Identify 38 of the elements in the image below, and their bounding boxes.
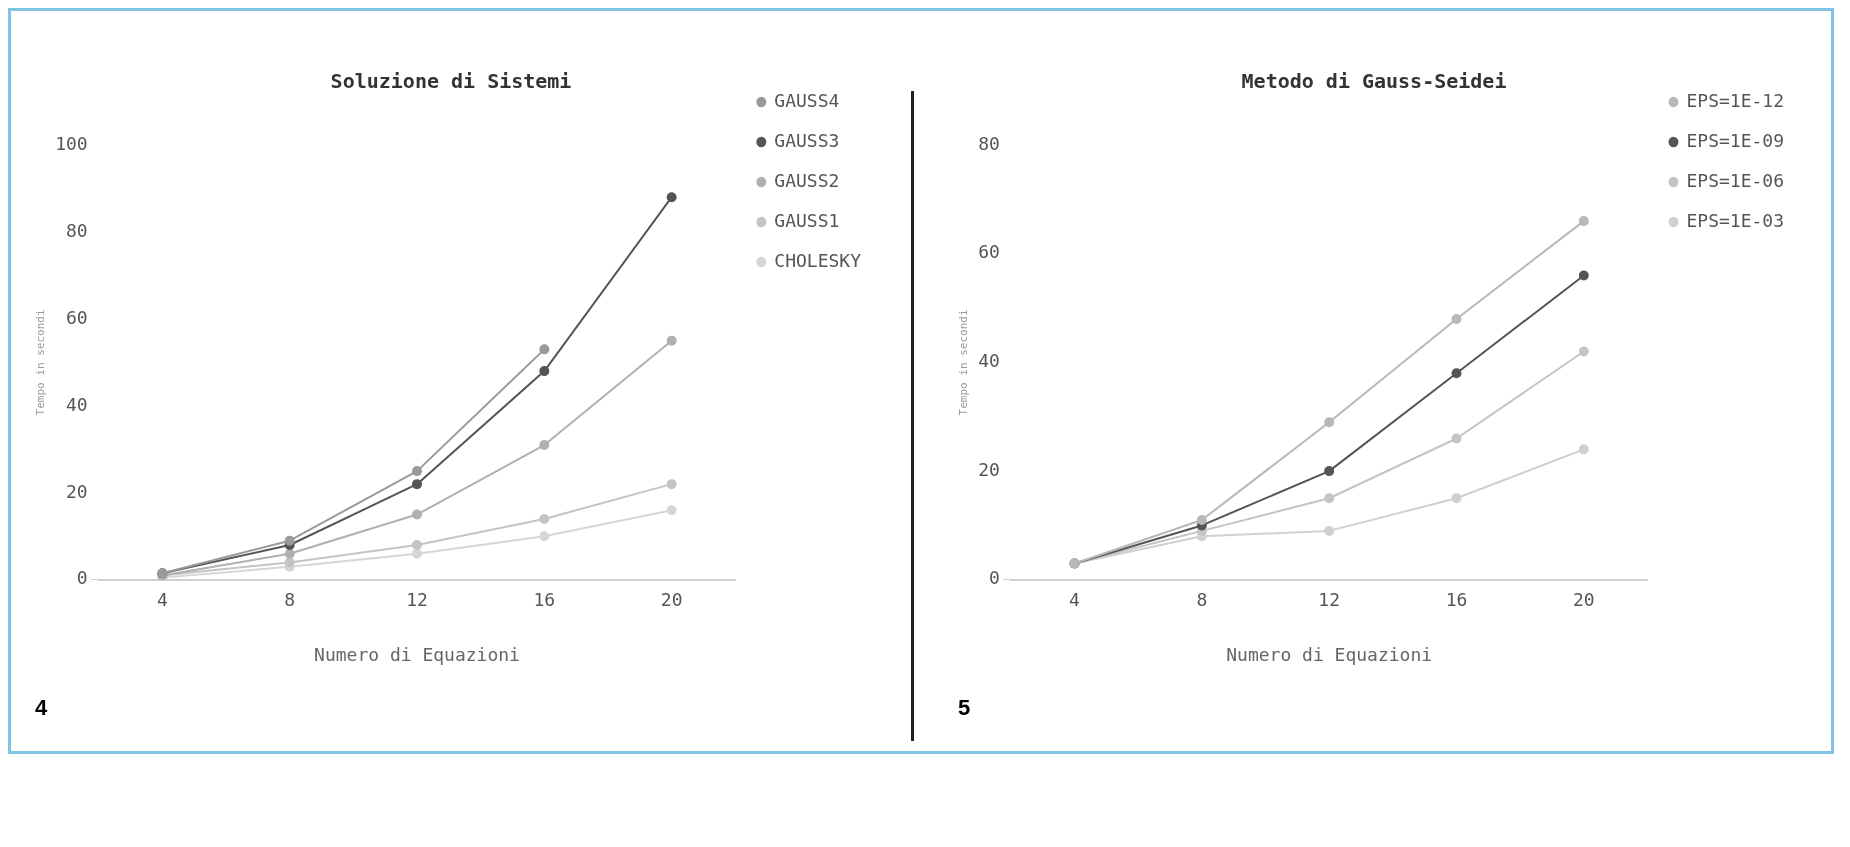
legend-label: EPS=1E-06 [1686, 169, 1785, 191]
x-tick-label: 20 [1572, 589, 1595, 611]
x-tick-label: 4 [1069, 589, 1080, 611]
y-tick-label: 40 [978, 350, 1000, 372]
x-tick-label: 16 [1445, 589, 1468, 611]
legend-label: EPS=1E-12 [1686, 89, 1785, 111]
text: 5 [958, 695, 971, 721]
y-tick-label: 20 [978, 458, 1000, 480]
text: 4 [35, 695, 48, 721]
y-tick-label: 40 [66, 393, 88, 415]
y-tick-label: 80 [978, 132, 1000, 154]
legend-label: CHOLESKY [774, 249, 862, 271]
y-tick-label: 60 [66, 306, 88, 328]
x-axis-title: Numero di Equazioni [314, 643, 520, 665]
x-tick-label: 16 [533, 589, 556, 611]
legend-label: EPS=1E-03 [1686, 209, 1785, 231]
legend-label: GAUSS1 [774, 209, 840, 231]
legend-label: GAUSS2 [774, 169, 840, 191]
y-tick-label: 0 [989, 567, 1000, 589]
y-tick-label: 0 [76, 567, 88, 589]
chart-title: Metodo di Gauss-Seidei [1241, 69, 1507, 94]
chart-title: Soluzione di Sistemi [330, 69, 572, 94]
y-axis-title: Tempo in secondi [34, 309, 48, 416]
legend-label: EPS=1E-09 [1686, 129, 1785, 151]
y-tick-label: 60 [978, 241, 1000, 263]
legend-label: GAUSS4 [774, 89, 840, 111]
x-tick-label: 8 [284, 589, 296, 611]
x-tick-label: 4 [156, 589, 168, 611]
y-axis-title: Tempo in secondi [957, 309, 971, 416]
y-tick-label: 20 [66, 480, 88, 502]
x-tick-label: 12 [1318, 589, 1341, 611]
x-tick-label: 20 [660, 589, 683, 611]
x-tick-label: 8 [1196, 589, 1208, 611]
x-axis-title: Numero di Equazioni [1226, 643, 1433, 665]
legend-label: GAUSS3 [774, 129, 840, 151]
y-tick-label: 100 [55, 132, 88, 154]
y-tick-label: 80 [66, 219, 88, 241]
x-tick-label: 12 [406, 589, 428, 611]
